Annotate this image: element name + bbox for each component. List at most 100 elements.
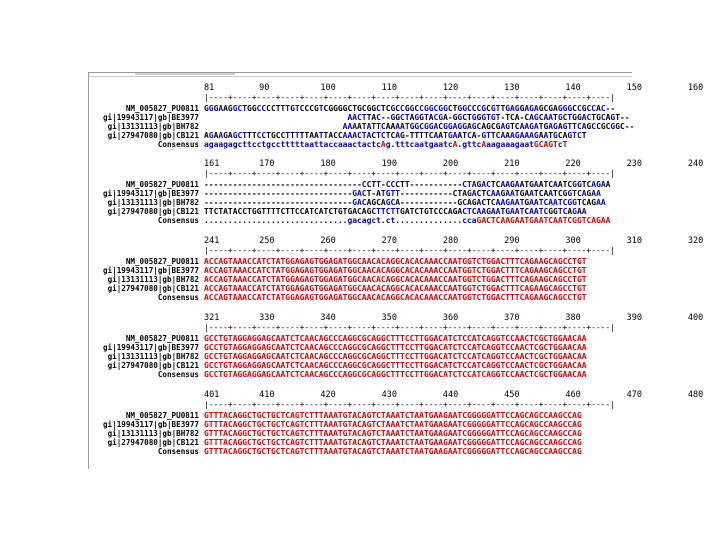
position-number: 430 [381, 390, 397, 400]
position-number: 100 [320, 83, 336, 93]
position-number: 470 [626, 390, 642, 400]
position-number: 320 [687, 236, 704, 246]
sequence-row: GTTTACAGGCTGCTGCTCAGTCTTTAAATGTACAGTCTAA… [204, 429, 582, 438]
alignment-viewer: 81 90 100 110 120 130 140 150 160 |----+----+----… [88, 72, 703, 469]
consensus-sequence: ACCAGTAAACCATCTATGGAGAGTGGAGATGGCAACACAG… [204, 293, 587, 302]
consensus-label[interactable]: Consensus [157, 140, 199, 149]
position-number: 450 [504, 390, 520, 400]
sequence-row: AACTTAC--GGCTAGGTACGA-GGCTGGGTGT-TCA-CAG… [347, 113, 630, 122]
sequence-label[interactable]: gi|27947080|gb|CB121 [107, 438, 199, 447]
sequence-label[interactable]: gi|13131113|gb|BH782 [107, 275, 199, 284]
position-number: 400 [687, 313, 704, 323]
consensus-label[interactable]: Consensus [157, 216, 199, 225]
sequence-row: GGGAAGGCTGGCCCCTTTGTCCCGTCGGGGCTGCGGCTCG… [204, 104, 616, 113]
sequence-label[interactable]: gi|19943117|gb|BE3977 [102, 189, 199, 198]
sequence-row: ACCAGTAAACCATCTATGGAGAGTGGAGATGGCAACACAG… [204, 284, 587, 293]
sequence-row: ---------------------------------CCTT-CC… [204, 180, 611, 189]
consensus-label[interactable]: Consensus [157, 370, 199, 379]
position-number: 401 [204, 390, 220, 400]
sequence-row: ACCAGTAAACCATCTATGGAGAGTGGAGATGGCAACACAG… [204, 275, 587, 284]
position-number: 260 [320, 236, 336, 246]
sequence-label[interactable]: NM_005827_PU0811 [125, 411, 199, 420]
position-number: 460 [565, 390, 581, 400]
position-number: 81 [204, 83, 215, 93]
position-number: 241 [204, 236, 220, 246]
position-ruler: |----+----+----+----+----+----+----+----… [204, 323, 615, 332]
sequence-label[interactable]: NM_005827_PU0811 [125, 104, 199, 113]
position-number: 480 [687, 390, 704, 400]
position-ruler: |----+----+----+----+----+----+----+----… [204, 169, 615, 178]
consensus-label[interactable]: Consensus [157, 293, 199, 302]
consensus-sequence: agaagagcttcctgcctttttaattaccaaactactcAg.… [204, 140, 568, 149]
position-number: 240 [687, 159, 704, 169]
position-number: 440 [442, 390, 459, 400]
position-number: 180 [320, 159, 336, 169]
alignment-block-2: 161 170 180 190 200 210 220 230 240 |----+----+--… [89, 159, 703, 237]
position-number: 340 [320, 313, 336, 323]
sequence-label[interactable]: NM_005827_PU0811 [125, 257, 199, 266]
alignment-block-5: 401 410 420 430 440 450 460 470 480 |----+----+--… [89, 390, 703, 468]
sequence-row: GCCTGTAGGAGGAGCAATCTCAACAGCCCAGGCGCAGGCT… [204, 334, 587, 343]
sequence-label[interactable]: gi|19943117|gb|BE3977 [102, 343, 199, 352]
sequence-row: ACCAGTAAACCATCTATGGAGAGTGGAGATGGCAACACAG… [204, 266, 587, 275]
sequence-row: TTCTATACCTGGTTTTCTTCCATCATCTGTGACAGCTTCT… [204, 207, 587, 216]
alignment-block-1: 81 90 100 110 120 130 140 150 160 |----+----+----… [89, 83, 703, 161]
consensus-sequence: ..............................gacagct.ct… [204, 216, 611, 225]
position-number: 300 [565, 236, 581, 246]
position-number: 310 [626, 236, 642, 246]
sequence-label[interactable]: gi|13131113|gb|BH782 [107, 429, 199, 438]
position-number: 370 [504, 313, 520, 323]
sequence-row: GTTTACAGGCTGCTGCTCAGTCTTTAAATGTACAGTCTAA… [204, 411, 582, 420]
sequence-row: GTTTACAGGCTGCTGCTCAGTCTTTAAATGTACAGTCTAA… [204, 420, 582, 429]
alignment-block-4: 321 330 340 350 360 370 380 390 400 |----+----+--… [89, 313, 703, 391]
position-number: 170 [259, 159, 275, 169]
position-ruler: |----+----+----+----+----+----+----+----… [204, 400, 615, 409]
position-number: 350 [381, 313, 397, 323]
consensus-sequence: GCCTGTAGGAGGAGCAATCTCAACAGCCCAGGCGCAGGCT… [204, 370, 587, 379]
position-number: 200 [442, 159, 459, 169]
position-number: 420 [320, 390, 336, 400]
position-number: 120 [442, 83, 459, 93]
position-number: 230 [626, 159, 642, 169]
sequence-row: -------------------------------GACT-ATGT… [204, 189, 601, 198]
sequence-label[interactable]: gi|27947080|gb|CB121 [107, 361, 199, 370]
alignment-block-3: 241 250 260 270 280 290 300 310 320 |----+----+--… [89, 236, 703, 314]
position-number: 90 [259, 83, 270, 93]
sequence-label[interactable]: gi|19943117|gb|BE3977 [102, 266, 199, 275]
position-number: 220 [565, 159, 581, 169]
sequence-row: ACCAGTAAACCATCTATGGAGAGTGGAGATGGCAACACAG… [204, 257, 587, 266]
position-number: 390 [626, 313, 642, 323]
position-number: 210 [504, 159, 520, 169]
position-number: 110 [381, 83, 397, 93]
sequence-row: GTTTACAGGCTGCTGCTCAGTCTTTAAATGTACAGTCTAA… [204, 438, 582, 447]
position-number: 330 [259, 313, 275, 323]
sequence-label[interactable]: gi|27947080|gb|CB121 [107, 131, 199, 140]
position-number: 360 [442, 313, 459, 323]
sequence-label[interactable]: gi|13131113|gb|BH782 [107, 352, 199, 361]
position-number: 270 [381, 236, 397, 246]
window-tab[interactable] [135, 73, 235, 75]
sequence-label[interactable]: gi|13131113|gb|BH782 [107, 198, 199, 207]
position-number: 160 [687, 83, 704, 93]
position-number: 140 [565, 83, 581, 93]
position-number: 130 [504, 83, 520, 93]
sequence-label[interactable]: gi|19943117|gb|BE3977 [102, 113, 199, 122]
sequence-row: GCCTGTAGGAGGAGCAATCTCAACAGCCCAGGCGCAGGCT… [204, 361, 587, 370]
sequence-label[interactable]: NM_005827_PU0811 [125, 334, 199, 343]
position-number: 161 [204, 159, 220, 169]
sequence-row: GCCTGTAGGAGGAGCAATCTCAACAGCCCAGGCGCAGGCT… [204, 343, 587, 352]
sequence-label[interactable]: gi|19943117|gb|BE3977 [102, 420, 199, 429]
position-ruler: |----+----+----+----+----+----+----+----… [204, 93, 615, 102]
consensus-label[interactable]: Consensus [157, 447, 199, 456]
position-number: 321 [204, 313, 220, 323]
sequence-label[interactable]: NM_005827_PU0811 [125, 180, 199, 189]
position-number: 280 [442, 236, 459, 246]
position-ruler: |----+----+----+----+----+----+----+----… [204, 246, 615, 255]
sequence-label[interactable]: gi|27947080|gb|CB121 [107, 207, 199, 216]
sequence-label[interactable]: gi|27947080|gb|CB121 [107, 284, 199, 293]
sequence-label[interactable]: gi|13131113|gb|BH782 [107, 122, 199, 131]
position-number: 250 [259, 236, 275, 246]
sequence-row: AGAAGAGCTTTCCTGCCTTTTTAATTACCAAACTACTCTC… [204, 131, 587, 140]
position-number: 290 [504, 236, 520, 246]
position-number: 410 [259, 390, 275, 400]
